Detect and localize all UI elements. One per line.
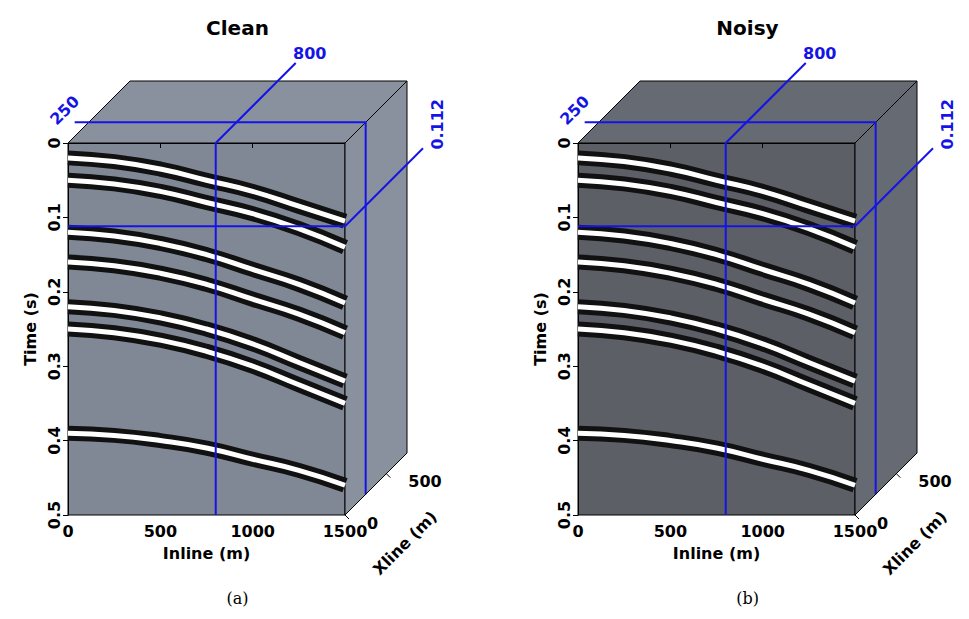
svg-text:0: 0 bbox=[572, 522, 583, 541]
svg-text:0.1: 0.1 bbox=[555, 203, 574, 231]
svg-text:0: 0 bbox=[555, 137, 574, 148]
svg-text:0: 0 bbox=[367, 514, 378, 533]
svg-text:0.3: 0.3 bbox=[45, 352, 64, 380]
svg-text:Time (s): Time (s) bbox=[531, 292, 550, 366]
svg-text:Xline (m): Xline (m) bbox=[879, 507, 951, 579]
svg-text:500: 500 bbox=[918, 472, 951, 491]
svg-text:250: 250 bbox=[556, 92, 593, 129]
svg-text:Noisy: Noisy bbox=[716, 16, 778, 40]
svg-text:0.2: 0.2 bbox=[555, 278, 574, 306]
svg-text:0.1: 0.1 bbox=[45, 203, 64, 231]
svg-text:500: 500 bbox=[144, 522, 177, 541]
svg-text:0.4: 0.4 bbox=[555, 426, 574, 454]
svg-text:Xline (m): Xline (m) bbox=[369, 507, 441, 579]
svg-text:Clean: Clean bbox=[206, 16, 269, 40]
svg-text:Time (s): Time (s) bbox=[21, 292, 40, 366]
svg-text:500: 500 bbox=[654, 522, 687, 541]
svg-text:0.112: 0.112 bbox=[428, 99, 447, 150]
svg-text:1500: 1500 bbox=[833, 522, 878, 541]
svg-text:0.112: 0.112 bbox=[938, 99, 957, 150]
svg-text:0.5: 0.5 bbox=[45, 501, 64, 529]
svg-text:800: 800 bbox=[293, 44, 326, 63]
svg-text:500: 500 bbox=[408, 472, 441, 491]
svg-text:0.4: 0.4 bbox=[45, 426, 64, 454]
svg-text:Inline (m): Inline (m) bbox=[163, 544, 250, 563]
svg-text:0: 0 bbox=[877, 514, 888, 533]
svg-text:Inline (m): Inline (m) bbox=[673, 544, 760, 563]
svg-text:250: 250 bbox=[46, 92, 83, 129]
svg-text:(a): (a) bbox=[226, 589, 248, 608]
svg-text:1000: 1000 bbox=[230, 522, 275, 541]
svg-text:0.3: 0.3 bbox=[555, 352, 574, 380]
svg-text:1000: 1000 bbox=[740, 522, 785, 541]
svg-text:(b): (b) bbox=[736, 589, 759, 608]
svg-text:0.2: 0.2 bbox=[45, 278, 64, 306]
svg-text:800: 800 bbox=[803, 44, 836, 63]
svg-text:0: 0 bbox=[45, 137, 64, 148]
svg-text:0.5: 0.5 bbox=[555, 501, 574, 529]
svg-text:1500: 1500 bbox=[323, 522, 368, 541]
svg-text:0: 0 bbox=[62, 522, 73, 541]
